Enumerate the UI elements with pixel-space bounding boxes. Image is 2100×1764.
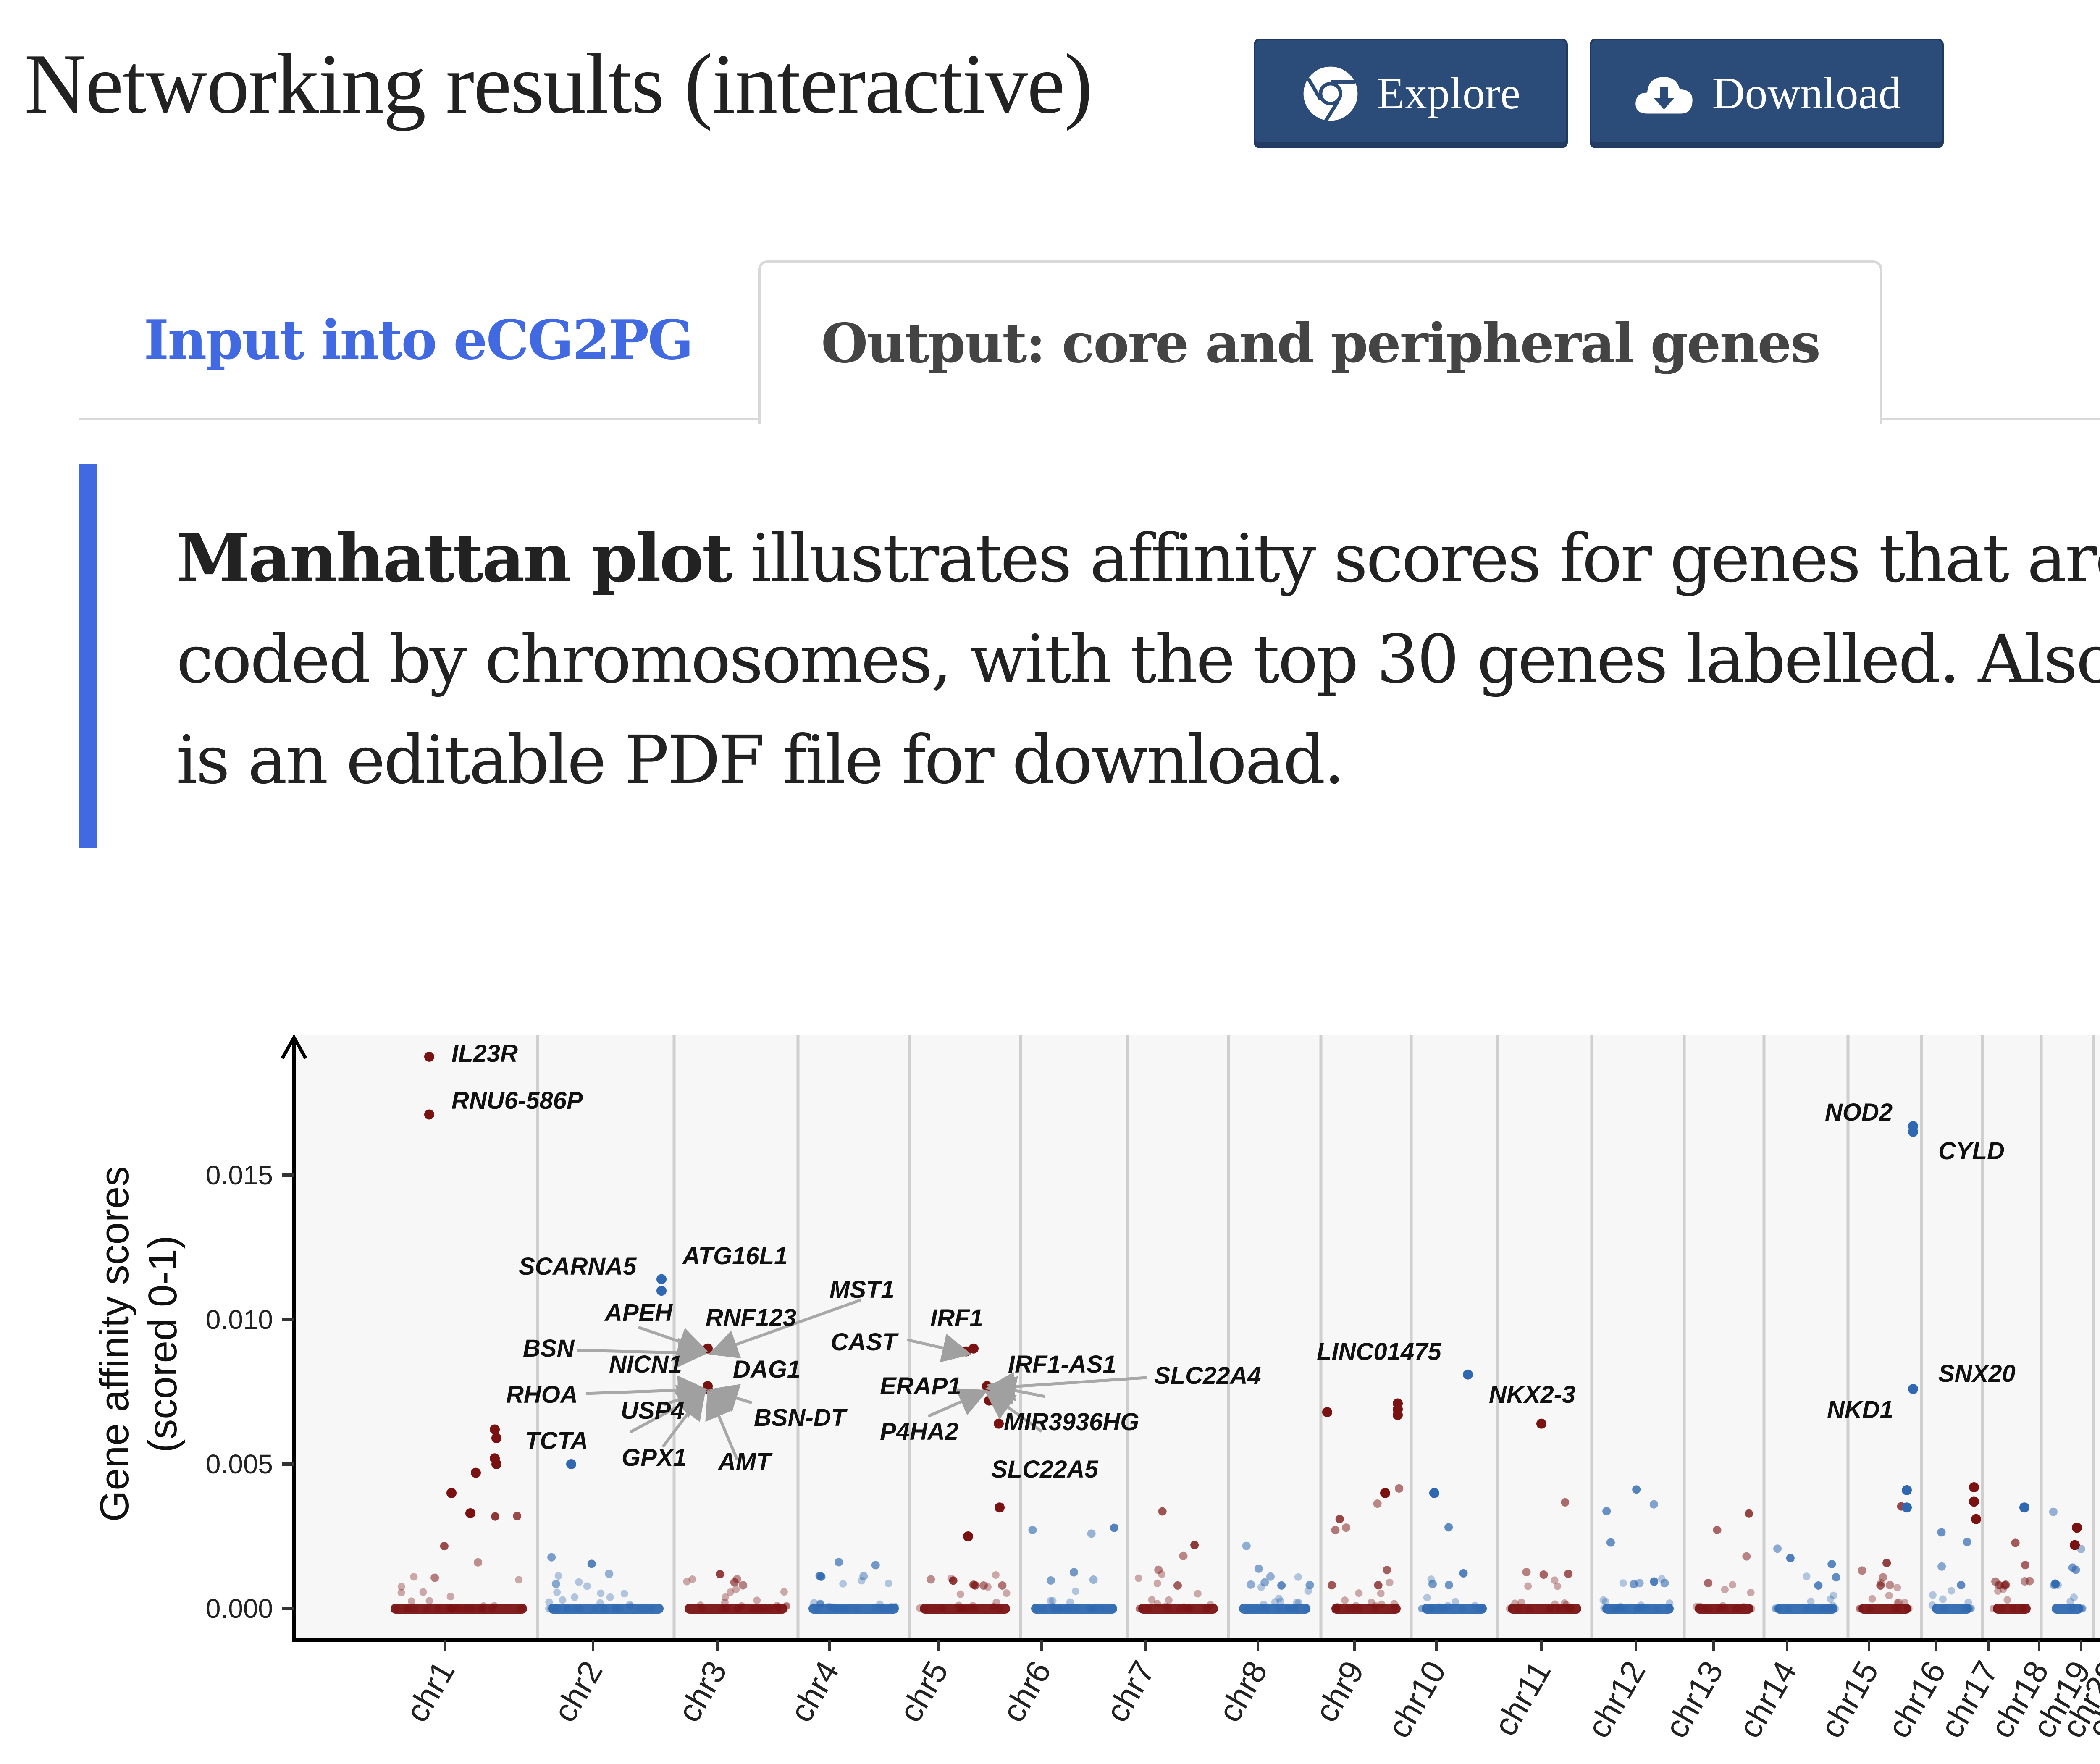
description-line-2: coded by chromosomes, with the top 30 ge… [176, 621, 2100, 698]
svg-text:0.015: 0.015 [206, 1160, 273, 1190]
gene-label-dag1: DAG1 [733, 1356, 801, 1383]
gene-label-bsn-dt: BSN-DT [754, 1404, 848, 1431]
y-axis-ticks: 0.000 0.005 0.010 0.015 [206, 1160, 294, 1624]
svg-text:chr8: chr8 [1211, 1655, 1275, 1728]
gene-label-tcta: TCTA [525, 1427, 588, 1454]
explore-button-label: Explore [1377, 68, 1520, 118]
plot-description: Manhattan plot illustrates affinity scor… [176, 508, 2100, 811]
gene-label-rhoa: RHOA [506, 1381, 578, 1408]
svg-text:chr7: chr7 [1098, 1655, 1162, 1728]
cloud-download-icon [1635, 76, 1693, 113]
description-line-3: is an editable PDF file for download. [176, 722, 1345, 799]
gene-label-rnu6-586p: RNU6-586P [452, 1087, 583, 1114]
y-axis-title-line1: Gene affinity scores [92, 1166, 137, 1522]
gene-label-irf1-as1: IRF1-AS1 [1008, 1351, 1116, 1378]
y-axis-arrow-icon [281, 1034, 307, 1059]
gene-label-bsn: BSN [523, 1335, 575, 1362]
blockquote-accent-bar [79, 464, 97, 848]
gene-label-cyld: CYLD [1938, 1137, 2005, 1165]
svg-text:chr10: chr10 [1380, 1655, 1453, 1744]
svg-text:chr13: chr13 [1657, 1655, 1730, 1744]
svg-text:chr2: chr2 [546, 1655, 610, 1728]
gene-label-scarna5: SCARNA5 [519, 1253, 637, 1280]
gene-label-nkx2-3: NKX2-3 [1489, 1381, 1575, 1408]
svg-text:chr3: chr3 [670, 1655, 734, 1728]
gene-label-slc22a4: SLC22A4 [1154, 1362, 1261, 1389]
svg-text:chr6: chr6 [995, 1655, 1058, 1728]
tab-output-core-peripheral-genes[interactable]: Output: core and peripheral genes [758, 260, 1882, 424]
gene-label-mir3936hg: MIR3936HG [1004, 1408, 1139, 1436]
gene-labels: IL23R RNU6-586P NOD2 CYLD SCARNA5 ATG16L1 APEH… [452, 1040, 2016, 1483]
gene-label-il23r: IL23R [452, 1040, 518, 1067]
gene-label-amt: AMT [717, 1448, 773, 1475]
gene-label-mst1: MST1 [830, 1276, 895, 1303]
svg-text:chr9: chr9 [1307, 1655, 1371, 1728]
gene-label-linc01475: LINC01475 [1317, 1338, 1441, 1365]
explore-button[interactable]: Explore [1254, 39, 1568, 148]
plot-panel [296, 1035, 2100, 1638]
manhattan-plot: IL23R RNU6-586P NOD2 CYLD SCARNA5 ATG16L1 APEH… [92, 1034, 2100, 1744]
svg-text:chr1: chr1 [398, 1655, 462, 1728]
svg-text:0.005: 0.005 [206, 1449, 273, 1479]
svg-text:chr12: chr12 [1580, 1655, 1653, 1744]
gene-label-nkd1: NKD1 [1827, 1396, 1893, 1423]
description-line-1: illustrates affinity scores for genes th… [750, 520, 2100, 597]
chromosome-separators [536, 1035, 2095, 1638]
gene-label-p4ha2: P4HA2 [880, 1418, 958, 1445]
download-button-label: Download [1712, 68, 1901, 118]
gene-label-erap1: ERAP1 [880, 1373, 961, 1400]
gene-label-atg16l1: ATG16L1 [682, 1242, 788, 1270]
page-title: Networking results (interactive) [24, 37, 1093, 131]
gene-label-nicn1: NICN1 [609, 1351, 682, 1378]
gene-label-gpx1: GPX1 [622, 1444, 687, 1471]
peak-points [424, 1051, 2082, 1550]
gene-label-cast: CAST [831, 1328, 899, 1356]
y-axis-title-line2: (scored 0-1) [140, 1235, 185, 1453]
gene-label-nod2: NOD2 [1825, 1099, 1893, 1126]
gene-label-usp4: USP4 [621, 1397, 685, 1424]
svg-text:chr5: chr5 [892, 1655, 956, 1728]
gene-label-snx20: SNX20 [1938, 1360, 2016, 1387]
svg-text:chr14: chr14 [1731, 1655, 1804, 1744]
tab-input-into-ecg2pg[interactable]: Input into eCG2PG [144, 309, 693, 372]
chrome-icon [1303, 66, 1358, 122]
svg-text:chr15: chr15 [1813, 1655, 1886, 1744]
svg-text:0.000: 0.000 [206, 1593, 273, 1624]
gene-label-irf1: IRF1 [930, 1305, 983, 1332]
gene-label-slc22a5: SLC22A5 [991, 1456, 1098, 1483]
svg-text:0.010: 0.010 [206, 1305, 273, 1335]
svg-text:chr4: chr4 [782, 1655, 846, 1728]
gene-label-rnf123: RNF123 [706, 1304, 796, 1331]
svg-text:chr11: chr11 [1486, 1655, 1558, 1742]
description-bold: Manhattan plot [176, 520, 732, 597]
x-axis-ticks: chr1 chr2 chr3 chr4 chr5 chr6 chr7 chr8 chr9 chr1… [398, 1640, 2100, 1744]
download-button[interactable]: Download [1590, 39, 1944, 148]
gene-label-apeh: APEH [604, 1299, 673, 1326]
baseline-points [391, 1484, 2087, 1614]
label-connectors [577, 1298, 1147, 1460]
